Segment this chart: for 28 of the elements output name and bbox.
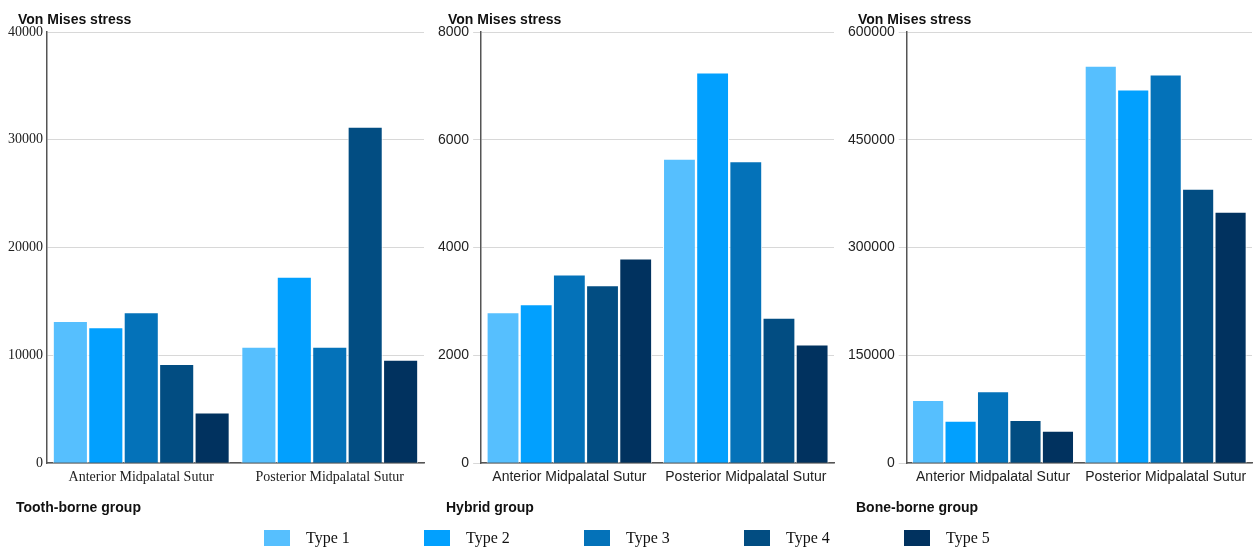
- y-tick-label: 450000: [848, 130, 895, 147]
- legend-label: Type 1: [306, 528, 350, 547]
- x-axis-title: Hybrid group: [446, 499, 534, 515]
- y-axis-title: Von Mises stress: [448, 11, 562, 27]
- y-tick-label: 20000: [8, 239, 43, 255]
- y-tick-label: 10000: [8, 347, 43, 363]
- x-tick-label: Posterior Midpalatal Sutur: [1085, 468, 1247, 485]
- y-tick-label: 30000: [8, 131, 43, 147]
- y-tick-label: 0: [886, 454, 895, 471]
- x-tick-label: Anterior Midpalatal Sutur: [916, 468, 1071, 485]
- y-tick-label: 2000: [437, 346, 470, 363]
- y-tick-label: 300000: [848, 238, 895, 255]
- x-tick-label: Posterior Midpalatal Sutur: [255, 469, 405, 485]
- y-tick-label: 0: [36, 454, 43, 470]
- x-axis-title: Bone-borne group: [856, 499, 979, 515]
- x-tick-label: Anterior Midpalatal Sutur: [492, 468, 647, 485]
- y-tick-label: 6000: [437, 130, 470, 147]
- x-axis-title: Tooth-borne group: [16, 499, 141, 515]
- y-axis-title: Von Mises stress: [858, 11, 972, 27]
- y-tick-label: 4000: [437, 238, 470, 255]
- legend-label: Type 5: [946, 528, 990, 547]
- legend-label: Type 4: [786, 528, 830, 547]
- y-tick-label: 0: [461, 454, 470, 471]
- y-tick-label: 150000: [848, 346, 895, 363]
- x-tick-label: Posterior Midpalatal Sutur: [665, 468, 827, 485]
- x-tick-label: Anterior Midpalatal Sutur: [68, 469, 215, 485]
- legend-label: Type 3: [626, 528, 670, 547]
- legend-label: Type 2: [466, 528, 510, 547]
